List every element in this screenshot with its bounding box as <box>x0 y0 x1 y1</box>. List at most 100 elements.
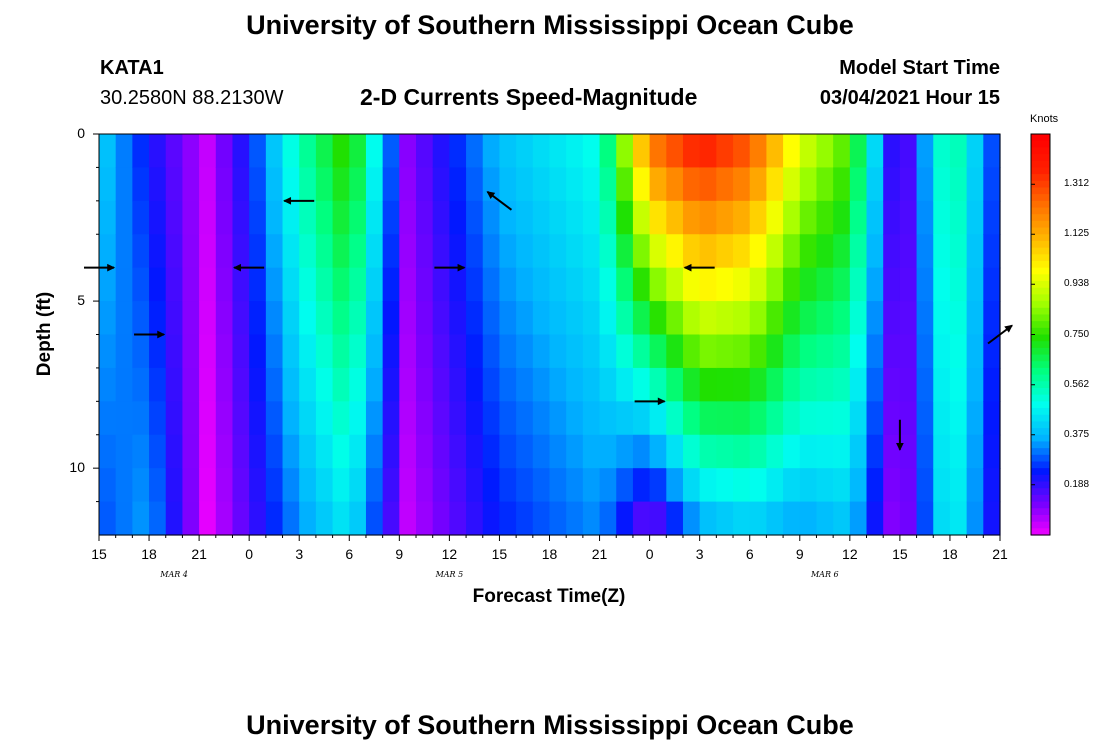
heatmap-cell <box>966 434 984 469</box>
colorbar-swatch <box>1031 394 1050 402</box>
heatmap-cell <box>165 301 184 336</box>
heatmap-cell <box>849 334 868 369</box>
heatmap-cell <box>165 234 184 269</box>
heatmap-cell <box>632 434 651 469</box>
heatmap-cell <box>466 434 484 469</box>
heatmap-cell <box>349 401 367 436</box>
heatmap-cell <box>699 334 717 369</box>
heatmap-cell <box>282 134 300 169</box>
heatmap-cell <box>499 267 517 302</box>
heatmap-cell <box>149 301 167 336</box>
heatmap-cell <box>299 401 317 436</box>
heatmap-cell <box>182 234 200 269</box>
heatmap-cell <box>599 267 617 302</box>
heatmap-cell <box>549 200 567 235</box>
heatmap-cell <box>733 301 751 336</box>
heatmap-cell <box>382 434 400 469</box>
heatmap-cell <box>933 134 951 169</box>
heatmap-cell <box>599 301 617 336</box>
heatmap-cell <box>249 501 267 536</box>
heatmap-cell <box>466 334 484 369</box>
heatmap-cell <box>649 334 667 369</box>
heatmap-cell <box>399 334 417 369</box>
colorbar-swatch <box>1031 187 1050 195</box>
heatmap-cell <box>849 401 868 436</box>
colorbar-swatch <box>1031 214 1050 222</box>
heatmap-cell <box>315 200 334 235</box>
colorbar-unit: Knots <box>1030 113 1059 125</box>
heatmap-cell <box>783 367 801 402</box>
heatmap-cell <box>416 367 434 402</box>
heatmap-cell <box>933 167 951 202</box>
heatmap-cell <box>616 134 634 169</box>
heatmap-cell <box>349 501 367 536</box>
x-tick-label: 6 <box>345 546 354 562</box>
heatmap-cell <box>883 367 901 402</box>
heatmap-cell <box>733 401 751 436</box>
heatmap-cell <box>149 234 167 269</box>
heatmap-cell <box>516 267 534 302</box>
heatmap-cell <box>766 468 784 503</box>
heatmap-cell <box>682 301 701 336</box>
heatmap-cell <box>232 167 250 202</box>
heatmap-cell <box>165 334 184 369</box>
heatmap-cell <box>99 334 117 369</box>
heatmap-cell <box>866 200 884 235</box>
heatmap-cell <box>616 367 634 402</box>
heatmap-cell <box>365 401 384 436</box>
x-tick-label: 0 <box>245 546 254 562</box>
heatmap-cell <box>549 501 567 536</box>
heatmap-cell <box>749 401 768 436</box>
heatmap-cell <box>115 434 133 469</box>
heatmap-cell <box>282 301 300 336</box>
x-tick-label: 15 <box>491 546 508 562</box>
heatmap-cell <box>716 367 734 402</box>
heatmap-cell <box>699 401 717 436</box>
heatmap-cell <box>916 134 934 169</box>
heatmap-cell <box>182 334 200 369</box>
heatmap-cell <box>649 434 667 469</box>
heatmap-cell <box>516 167 534 202</box>
heatmap-cell <box>132 434 150 469</box>
heatmap-cell <box>132 301 150 336</box>
heatmap-cell <box>115 334 133 369</box>
heatmap-cell <box>482 267 501 302</box>
heatmap-cell <box>649 267 667 302</box>
heatmap-cell <box>549 367 567 402</box>
heatmap-cell <box>783 134 801 169</box>
heatmap-cell <box>232 200 250 235</box>
heatmap-cell <box>315 468 334 503</box>
heatmap-cell <box>265 134 284 169</box>
heatmap-cell <box>566 134 584 169</box>
heatmap-cell <box>566 301 584 336</box>
heatmap-cell <box>416 200 434 235</box>
heatmap-cell <box>949 234 968 269</box>
heatmap-cell <box>165 167 184 202</box>
heatmap-cell <box>165 367 184 402</box>
heatmap-cell <box>566 267 584 302</box>
heatmap-cell <box>265 401 284 436</box>
heatmap-cell <box>532 267 551 302</box>
station-id: KATA1 <box>100 57 164 79</box>
heatmap-cell <box>115 167 133 202</box>
heatmap-cell <box>949 501 968 536</box>
heatmap-cell <box>199 267 217 302</box>
heatmap-cell <box>616 468 634 503</box>
heatmap-cell <box>699 468 717 503</box>
heatmap-cell <box>449 367 467 402</box>
heatmap-cell <box>933 200 951 235</box>
heatmap-cell <box>282 501 300 536</box>
colorbar-swatch <box>1031 468 1050 476</box>
heatmap-cell <box>966 401 984 436</box>
colorbar-swatch <box>1031 321 1050 329</box>
heatmap-cell <box>749 367 768 402</box>
heatmap-cell <box>299 234 317 269</box>
y-tick-label: 5 <box>77 292 85 309</box>
heatmap-cell <box>799 334 818 369</box>
heatmap-cell <box>632 301 651 336</box>
heatmap-cell <box>365 468 384 503</box>
heatmap-cell <box>215 367 234 402</box>
heatmap-cell <box>632 234 651 269</box>
heatmap-cell <box>265 301 284 336</box>
colorbar-swatch <box>1031 354 1050 362</box>
